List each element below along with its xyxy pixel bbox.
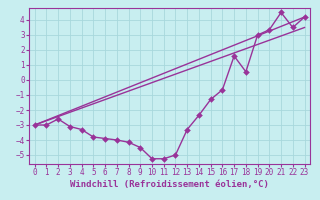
X-axis label: Windchill (Refroidissement éolien,°C): Windchill (Refroidissement éolien,°C): [70, 180, 269, 189]
